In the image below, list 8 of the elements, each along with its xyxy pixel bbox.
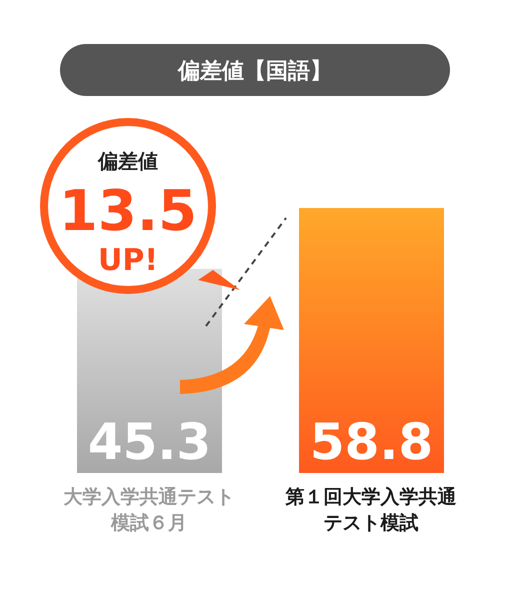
- annotation: UP!: [98, 243, 158, 278]
- data-label: 45.3: [88, 413, 212, 471]
- annotation: 13.5: [58, 179, 198, 244]
- data-label: 58.8: [310, 413, 434, 471]
- x-tick-label: 大学入学共通テスト模試６月: [64, 486, 234, 534]
- chart-title: 偏差値【国語】: [177, 59, 332, 84]
- text: 偏差値: [97, 149, 158, 173]
- x-tick-label: 第１回大学入学共通テスト模試: [284, 486, 456, 534]
